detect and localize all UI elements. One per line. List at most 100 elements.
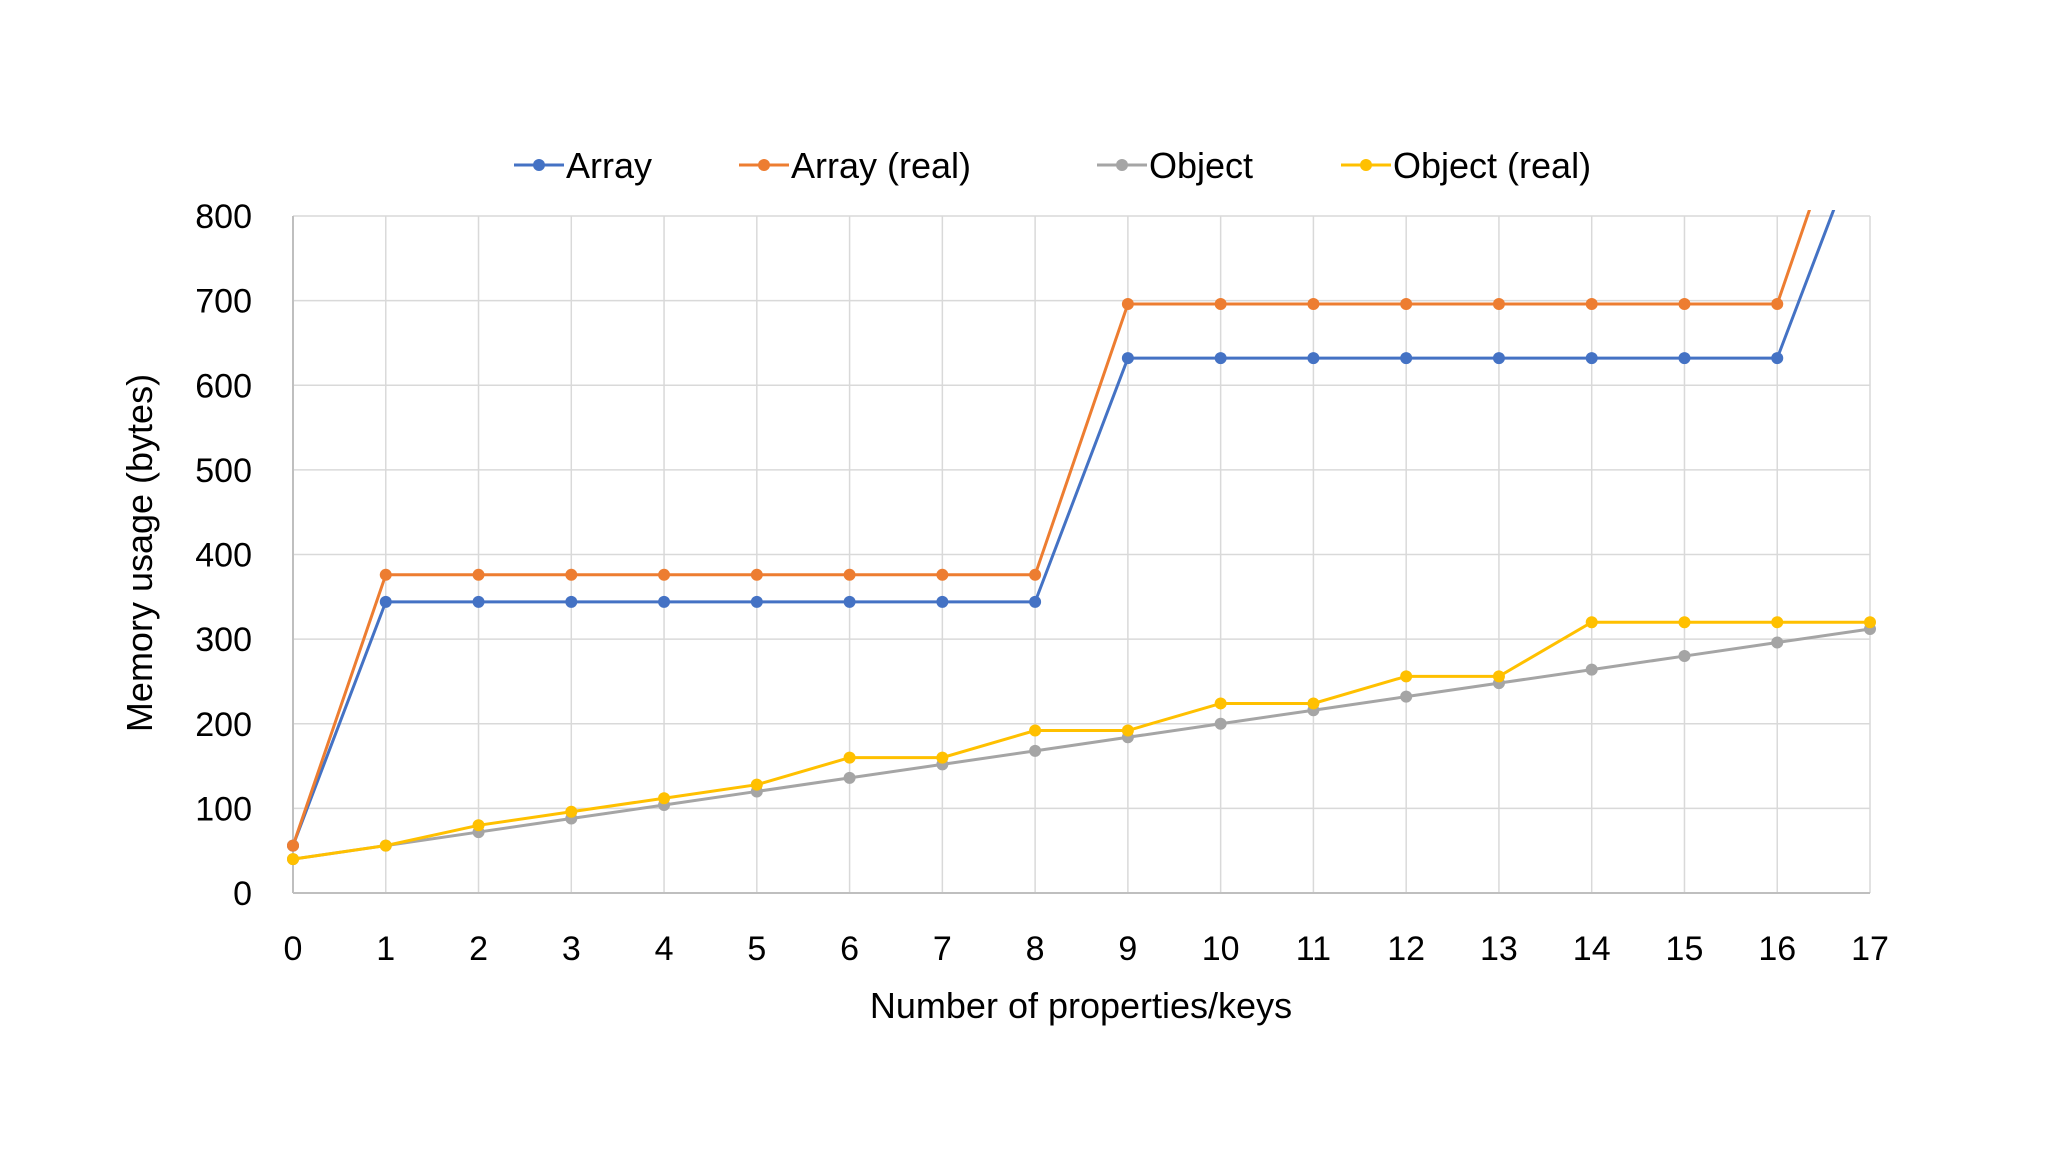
data-point-object-real — [658, 792, 671, 805]
data-point-object — [1400, 690, 1413, 703]
series-line-object-real — [292, 620, 1870, 861]
data-point-object-real — [1771, 616, 1784, 629]
series-line-object — [292, 627, 1871, 861]
x-tick-label: 16 — [1758, 930, 1796, 968]
data-point-array-real — [1585, 298, 1598, 311]
x-tick-label: 11 — [1296, 930, 1331, 968]
data-point-array — [565, 595, 578, 608]
y-tick-label: 300 — [195, 621, 252, 659]
data-point-array-real — [658, 568, 671, 581]
data-point-object-real — [843, 751, 856, 764]
x-tick-label: 12 — [1387, 930, 1425, 968]
x-tick-label: 1 — [376, 930, 395, 968]
legend-label: Object (real) — [1393, 145, 1591, 186]
data-point-array — [1029, 595, 1042, 608]
legend-item-array: Array — [514, 145, 652, 186]
data-point-object-real — [750, 778, 763, 791]
y-tick-label: 800 — [195, 198, 252, 236]
data-point-array-real — [750, 568, 763, 581]
y-tick-label: 0 — [233, 875, 252, 913]
series-layer — [287, 210, 1876, 866]
series-line-array-real — [291, 210, 1812, 847]
data-point-array-real — [1771, 298, 1784, 311]
data-point-object — [1678, 650, 1691, 663]
data-point-array-real — [1214, 298, 1227, 311]
gridlines — [293, 215, 1871, 893]
data-point-object-real — [1307, 697, 1320, 710]
legend-swatch-marker — [1116, 159, 1128, 171]
data-point-array — [1307, 352, 1320, 365]
data-point-object-real — [287, 853, 299, 866]
data-point-array — [1678, 352, 1691, 365]
data-point-object-real — [1214, 697, 1227, 710]
y-tick-label: 200 — [195, 706, 252, 744]
data-point-object-real — [1400, 670, 1413, 683]
data-point-array-real — [936, 568, 949, 581]
data-point-array — [750, 595, 763, 608]
data-point-object-real — [1864, 616, 1876, 629]
x-tick-label: 9 — [1118, 930, 1137, 968]
data-point-array — [1214, 352, 1227, 365]
data-point-object — [1029, 744, 1042, 757]
legend-label: Object — [1149, 145, 1253, 186]
x-tick-label: 5 — [747, 930, 766, 968]
data-point-array-real — [1029, 568, 1042, 581]
x-tick-label: 14 — [1573, 930, 1611, 968]
x-tick-label: 13 — [1480, 930, 1518, 968]
x-tick-label: 15 — [1666, 930, 1704, 968]
data-point-object — [1771, 636, 1784, 649]
x-tick-label: 4 — [655, 930, 674, 968]
data-point-array-real — [565, 568, 578, 581]
data-point-array-real — [1121, 298, 1134, 311]
legend-label: Array — [566, 145, 652, 186]
axes — [292, 216, 1870, 894]
data-point-array — [1585, 352, 1598, 365]
x-tick-label: 17 — [1851, 930, 1889, 968]
data-point-array — [1400, 352, 1413, 365]
y-tick-label: 500 — [195, 452, 252, 490]
legend: Array Array (real) Object Object (real) — [514, 145, 1591, 186]
data-point-array — [658, 595, 671, 608]
x-tick-label: 3 — [562, 930, 581, 968]
data-point-object — [843, 771, 856, 784]
data-point-array-real — [1492, 298, 1505, 311]
data-point-object-real — [1492, 670, 1505, 683]
data-point-array — [1771, 352, 1784, 365]
x-axis-title: Number of properties/keys — [870, 985, 1292, 1026]
legend-swatch-marker — [758, 159, 770, 171]
x-tick-label: 10 — [1202, 930, 1240, 968]
data-point-array — [379, 595, 392, 608]
legend-item-object-real: Object (real) — [1341, 145, 1591, 186]
data-point-object — [1214, 717, 1227, 730]
y-tick-label: 400 — [195, 537, 252, 575]
x-tick-label: 6 — [840, 930, 859, 968]
data-point-array-real — [1678, 298, 1691, 311]
data-point-array-real — [287, 839, 299, 852]
legend-item-array-real: Array (real) — [739, 145, 971, 186]
x-tick-label: 7 — [933, 930, 952, 968]
data-point-array-real — [379, 568, 392, 581]
data-point-array — [1121, 352, 1134, 365]
data-point-object — [1585, 663, 1598, 676]
data-point-object-real — [1585, 616, 1598, 629]
legend-swatch-marker — [1360, 159, 1372, 171]
data-point-object-real — [472, 819, 485, 832]
series-line-array — [291, 210, 1836, 847]
data-point-array-real — [1400, 298, 1413, 311]
data-point-array-real — [843, 568, 856, 581]
y-tick-label: 100 — [195, 790, 252, 828]
data-point-object-real — [936, 751, 949, 764]
data-point-array — [1492, 352, 1505, 365]
data-point-object-real — [1678, 616, 1691, 629]
legend-label: Array (real) — [791, 145, 971, 186]
legend-item-object: Object — [1097, 145, 1253, 186]
y-tick-label: 700 — [195, 283, 252, 321]
data-point-array-real — [1307, 298, 1320, 311]
data-point-object-real — [1121, 724, 1134, 737]
x-tick-label: 2 — [469, 930, 488, 968]
data-point-array — [472, 595, 485, 608]
data-point-object-real — [379, 839, 392, 852]
data-point-array — [843, 595, 856, 608]
